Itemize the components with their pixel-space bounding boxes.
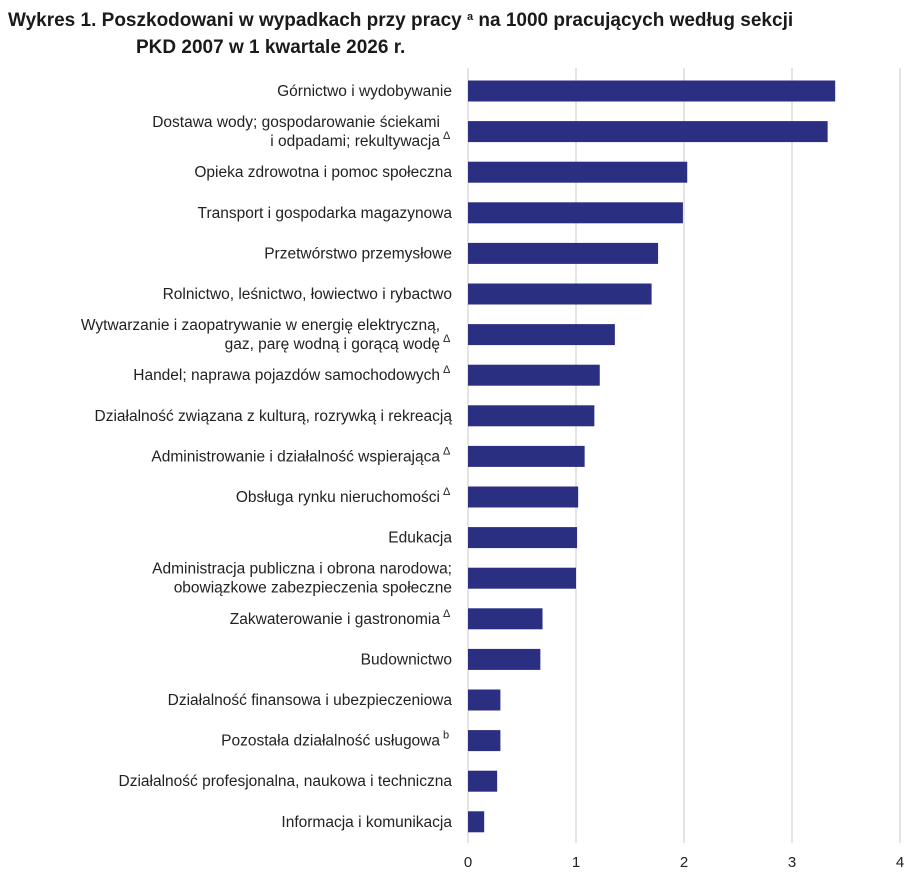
x-tick-label: 3	[788, 854, 796, 871]
x-tick-label: 4	[896, 854, 904, 871]
bar	[468, 364, 600, 386]
category-label: Przetwórstwo przemysłowe	[264, 245, 452, 262]
category-label: Administracja publiczna i obrona narodow…	[152, 561, 452, 578]
category-footnote-mark: Δ	[443, 130, 451, 142]
category-label: Informacja i komunikacja	[281, 814, 452, 831]
category-footnote-mark: Δ	[443, 608, 451, 620]
x-tick-label: 0	[464, 854, 472, 871]
category-footnote-mark: Δ	[443, 364, 451, 376]
bar	[468, 202, 683, 224]
category-label: Edukacja	[388, 530, 452, 547]
bar	[468, 486, 579, 508]
category-label: Handel; naprawa pojazdów samochodowych	[133, 367, 440, 384]
bar	[468, 770, 498, 792]
bar	[468, 527, 578, 549]
category-label: Dostawa wody; gospodarowanie ściekami	[152, 114, 440, 131]
category-footnote-mark: Δ	[443, 486, 451, 498]
bar	[468, 730, 501, 752]
category-label: Administrowanie i działalność wspierając…	[151, 448, 440, 465]
bar	[468, 324, 615, 346]
bar	[468, 80, 836, 102]
category-label: Działalność profesjonalna, naukowa i tec…	[119, 773, 453, 790]
category-label: Działalność finansowa i ubezpieczeniowa	[168, 692, 453, 709]
title-footnote-a: a	[467, 11, 474, 23]
category-footnote-mark: Δ	[443, 445, 451, 457]
category-label: Budownictwo	[361, 651, 452, 668]
category-label: Opieka zdrowotna i pomoc społeczna	[194, 164, 452, 181]
category-label: gaz, parę wodną i gorącą wodę	[225, 336, 440, 353]
x-tick-label: 1	[572, 854, 580, 871]
bar	[468, 811, 485, 833]
category-label: Działalność związana z kulturą, rozrywką…	[95, 408, 453, 425]
category-label: Obsługa rynku nieruchomości	[236, 489, 440, 506]
bar	[468, 608, 543, 630]
bar	[468, 283, 652, 305]
category-label: Rolnictwo, leśnictwo, łowiectwo i rybact…	[163, 286, 452, 303]
bar	[468, 161, 688, 183]
category-label: i odpadami; rekultywacja	[270, 133, 440, 150]
bar	[468, 567, 576, 589]
category-label: obowiązkowe zabezpieczenia społeczne	[174, 580, 452, 597]
bar	[468, 121, 828, 143]
x-tick-label: 2	[680, 854, 688, 871]
chart-title: Wykres 1. Poszkodowani w wypadkach przy …	[8, 4, 913, 61]
title-line2: PKD 2007 w 1 kwartale 2026 r.	[136, 37, 406, 58]
bar	[468, 405, 595, 427]
bar	[468, 648, 541, 670]
bar	[468, 689, 501, 711]
category-footnote-mark: b	[443, 730, 449, 742]
category-label: Pozostała działalność usługowa	[221, 733, 440, 750]
title-line1-post: na 1000 pracujących według sekcji	[478, 10, 794, 31]
category-label: Górnictwo i wydobywanie	[277, 83, 452, 100]
category-footnote-mark: Δ	[443, 333, 451, 345]
category-label: Transport i gospodarka magazynowa	[198, 205, 453, 222]
category-label: Wytwarzanie i zaopatrywanie w energię el…	[81, 317, 440, 334]
title-line1-pre: Wykres 1. Poszkodowani w wypadkach przy …	[8, 10, 462, 31]
category-label: Zakwaterowanie i gastronomia	[230, 611, 441, 628]
bar	[468, 242, 659, 264]
bar	[468, 445, 585, 467]
